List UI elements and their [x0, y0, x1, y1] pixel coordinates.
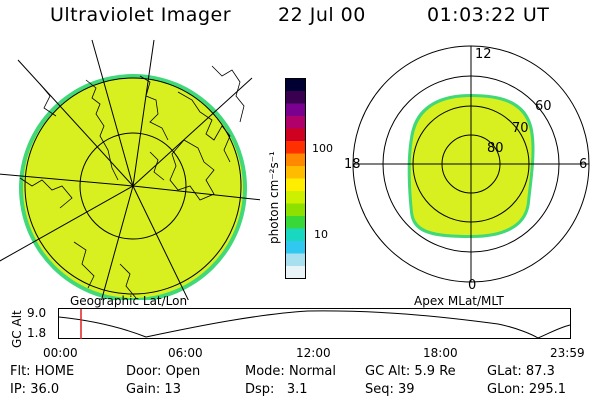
glat-label: GLat:: [487, 364, 522, 379]
colorbar-segment: [285, 116, 306, 129]
flt-label: Flt:: [10, 364, 31, 379]
glon-label: GLon:: [487, 382, 525, 397]
ip-value: 36.0: [30, 382, 60, 397]
xtick-1800: 18:00: [423, 346, 458, 360]
dsp-readout: Dsp: 3.1: [245, 382, 308, 397]
geo-panel-label: Geographic Lat/Lon: [70, 294, 188, 308]
dsp-label: Dsp:: [245, 382, 275, 397]
mlat-label-60: 60: [535, 99, 552, 114]
gcalt-value: 5.9 Re: [414, 364, 456, 379]
mlat-label-80: 80: [487, 141, 504, 156]
mlt-label-18: 18: [344, 157, 361, 172]
mode-value: Normal: [288, 364, 336, 379]
colorbar-segment: [285, 178, 306, 192]
gain-readout: Gain: 13: [126, 382, 181, 397]
colorbar-segment: [285, 141, 306, 154]
date-label: 22 Jul 00: [278, 4, 366, 26]
colorbar-tick-label: 10: [314, 228, 328, 241]
altitude-ylabel-text: GC Alt: [10, 310, 24, 348]
colorbar-segment: [285, 166, 306, 179]
ip-readout: IP: 36.0: [10, 382, 59, 397]
mlt-label-6: 6: [579, 157, 587, 172]
door-readout: Door: Open: [126, 364, 200, 379]
gain-label: Gain:: [126, 382, 161, 397]
colorbar-frame: [285, 78, 306, 279]
colorbar-segment: [285, 78, 306, 92]
xtick-1200: 12:00: [296, 346, 331, 360]
door-label: Door:: [126, 364, 162, 379]
colorbar-tick-label: 100: [312, 142, 333, 155]
colorbar: [285, 78, 306, 279]
altitude-curve: [58, 310, 571, 339]
dsp-value: 3.1: [286, 382, 308, 397]
colorbar-segment: [285, 216, 306, 229]
gcalt-readout: GC Alt: 5.9 Re: [365, 364, 456, 379]
altitude-ytick-high: 9.0: [27, 306, 47, 320]
colorbar-segment: [285, 266, 306, 279]
mlt-label-0: 0: [468, 278, 476, 293]
colorbar-segment: [285, 191, 306, 204]
colorbar-unit-label: photon cm⁻²s⁻¹: [267, 151, 281, 244]
time-label: 01:03:22 UT: [427, 4, 550, 26]
colorbar-segment: [285, 91, 306, 104]
seq-value: 39: [398, 382, 415, 397]
xtick-0000: 00:00: [43, 346, 78, 360]
flt-readout: Flt: HOME: [10, 364, 74, 379]
seq-label: Seq:: [365, 382, 394, 397]
glon-readout: GLon: 295.1: [487, 382, 566, 397]
xtick-2359: 23:59: [550, 346, 585, 360]
glat-readout: GLat: 87.3: [487, 364, 555, 379]
colorbar-tick-10: 10: [314, 228, 328, 241]
colorbar-segment: [285, 241, 306, 254]
mlt-label-12: 12: [475, 47, 492, 62]
seq-readout: Seq: 39: [365, 382, 415, 397]
door-value: Open: [165, 364, 201, 379]
mode-label: Mode:: [245, 364, 285, 379]
colorbar-segment: [285, 253, 306, 267]
flt-value: HOME: [34, 364, 75, 379]
mlat-label-70: 70: [512, 121, 529, 136]
altitude-plot: [58, 308, 571, 339]
colorbar-unit-text: photon cm⁻²s⁻¹: [267, 151, 281, 244]
colorbar-segment: [285, 128, 306, 142]
colorbar-tick-100: 100: [312, 142, 333, 155]
geographic-image: [0, 39, 260, 300]
glat-value: 87.3: [525, 364, 555, 379]
colorbar-segment: [285, 203, 306, 217]
gcalt-label: GC Alt:: [365, 364, 411, 379]
colorbar-segment: [285, 153, 306, 167]
glon-value: 295.1: [528, 382, 567, 397]
polar-panel-label: Apex MLat/MLT: [414, 294, 504, 308]
xtick-0600: 06:00: [168, 346, 203, 360]
instrument-title: Ultraviolet Imager: [50, 4, 232, 26]
geo-graticule: [0, 39, 260, 300]
mode-readout: Mode: Normal: [245, 364, 336, 379]
colorbar-segment: [285, 228, 306, 242]
ip-label: IP:: [10, 382, 27, 397]
colorbar-segment: [285, 103, 306, 117]
polar-plot: 12 18 6 0 60 70 80: [344, 45, 590, 293]
altitude-ytick-low: 1.8: [27, 326, 47, 340]
altitude-ylabel: GC Alt: [10, 310, 24, 348]
gain-value: 13: [164, 382, 181, 397]
